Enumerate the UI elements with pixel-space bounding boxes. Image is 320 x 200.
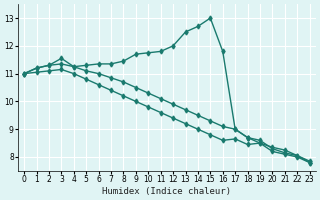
- X-axis label: Humidex (Indice chaleur): Humidex (Indice chaleur): [102, 187, 231, 196]
